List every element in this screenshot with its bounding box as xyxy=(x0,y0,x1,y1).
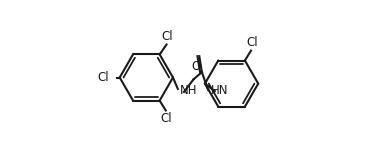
Text: O: O xyxy=(191,60,200,73)
Text: Cl: Cl xyxy=(161,112,172,125)
Text: NH: NH xyxy=(180,84,198,97)
Text: HN: HN xyxy=(211,84,228,97)
Text: Cl: Cl xyxy=(246,36,258,49)
Text: Cl: Cl xyxy=(161,30,173,43)
Text: Cl: Cl xyxy=(98,71,109,84)
